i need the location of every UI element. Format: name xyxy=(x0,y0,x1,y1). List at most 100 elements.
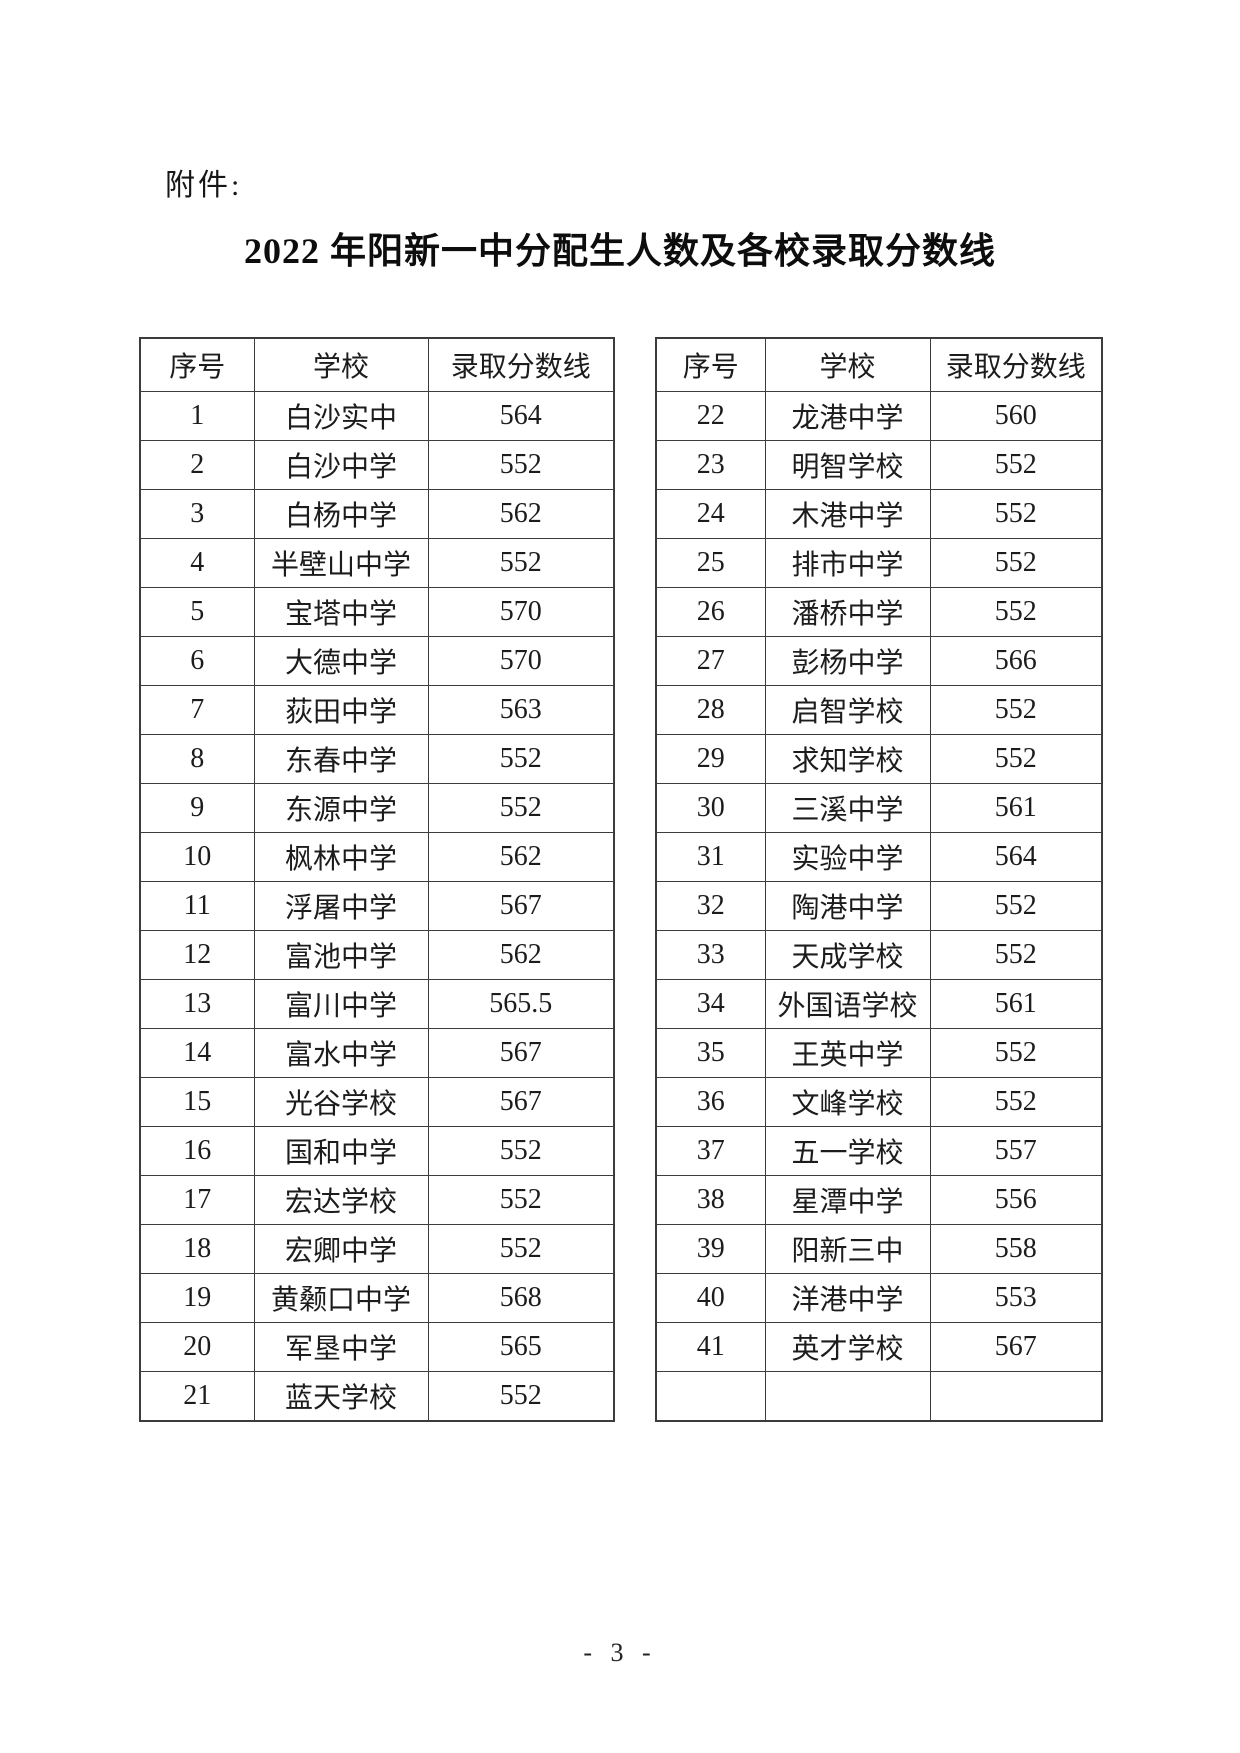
header-row: 序号 学校 录取分数线 xyxy=(139,337,615,392)
school-name-cell: 陶港中学 xyxy=(764,881,931,931)
table-row: 17 宏达学校 552 xyxy=(139,1175,615,1225)
table-row: 23 明智学校 552 xyxy=(655,440,1103,490)
row-index-cell: 28 xyxy=(655,685,766,735)
row-index-cell: 41 xyxy=(655,1322,766,1372)
row-index-cell: 1 xyxy=(139,391,255,441)
school-name-cell: 彭杨中学 xyxy=(764,636,931,686)
score-cell: 556 xyxy=(929,1175,1103,1225)
table-row: 24 木港中学 552 xyxy=(655,489,1103,539)
table-row: 20 军垦中学 565 xyxy=(139,1322,615,1372)
column-header: 学校 xyxy=(764,337,931,392)
school-name-cell: 富水中学 xyxy=(253,1028,429,1078)
row-index-cell: 11 xyxy=(139,881,255,931)
score-cell: 552 xyxy=(929,587,1103,637)
column-header: 学校 xyxy=(253,337,429,392)
school-name-cell: 文峰学校 xyxy=(764,1077,931,1127)
school-name-cell: 王英中学 xyxy=(764,1028,931,1078)
row-index-cell: 6 xyxy=(139,636,255,686)
table-row: 9 东源中学 552 xyxy=(139,783,615,833)
score-cell: 552 xyxy=(929,685,1103,735)
table-row: 39 阳新三中 558 xyxy=(655,1224,1103,1274)
school-name-cell: 白沙中学 xyxy=(253,440,429,490)
table-row: 33 天成学校 552 xyxy=(655,930,1103,980)
school-name-cell: 宝塔中学 xyxy=(253,587,429,637)
score-cell: 570 xyxy=(427,636,615,686)
score-cell: 562 xyxy=(427,832,615,882)
table-row: 18 宏卿中学 552 xyxy=(139,1224,615,1274)
school-name-cell: 启智学校 xyxy=(764,685,931,735)
row-index-cell: 18 xyxy=(139,1224,255,1274)
score-cell: 564 xyxy=(427,391,615,441)
table-row: 19 黄颡口中学 568 xyxy=(139,1273,615,1323)
table-row: 14 富水中学 567 xyxy=(139,1028,615,1078)
row-index-cell: 17 xyxy=(139,1175,255,1225)
row-index-cell: 39 xyxy=(655,1224,766,1274)
table-row: 38 星潭中学 556 xyxy=(655,1175,1103,1225)
score-cell: 552 xyxy=(427,1175,615,1225)
score-cell: 552 xyxy=(929,538,1103,588)
score-cell xyxy=(929,1371,1103,1422)
row-index-cell: 12 xyxy=(139,930,255,980)
row-index-cell: 37 xyxy=(655,1126,766,1176)
table-row: 25 排市中学 552 xyxy=(655,538,1103,588)
column-header: 录取分数线 xyxy=(929,337,1103,392)
score-cell: 552 xyxy=(929,440,1103,490)
column-header: 序号 xyxy=(655,337,766,392)
school-name-cell: 明智学校 xyxy=(764,440,931,490)
row-index-cell: 29 xyxy=(655,734,766,784)
row-index-cell: 31 xyxy=(655,832,766,882)
row-index-cell: 5 xyxy=(139,587,255,637)
score-cell: 568 xyxy=(427,1273,615,1323)
score-cell: 562 xyxy=(427,489,615,539)
school-name-cell: 大德中学 xyxy=(253,636,429,686)
row-index-cell: 8 xyxy=(139,734,255,784)
score-cell: 552 xyxy=(929,489,1103,539)
school-name-cell: 龙港中学 xyxy=(764,391,931,441)
school-name-cell: 阳新三中 xyxy=(764,1224,931,1274)
row-index-cell: 21 xyxy=(139,1371,255,1422)
scores-table-left: 序号 学校 录取分数线 1 白沙实中 564 2 白沙中学 552 3 白杨中学 562 4 半壁山中学… xyxy=(139,337,615,1422)
score-cell: 565 xyxy=(427,1322,615,1372)
row-index-cell: 33 xyxy=(655,930,766,980)
school-name-cell: 富池中学 xyxy=(253,930,429,980)
row-index-cell: 35 xyxy=(655,1028,766,1078)
row-index-cell: 7 xyxy=(139,685,255,735)
score-cell: 552 xyxy=(929,881,1103,931)
row-index-cell: 10 xyxy=(139,832,255,882)
table-row: 34 外国语学校 561 xyxy=(655,979,1103,1029)
table-row: 41 英才学校 567 xyxy=(655,1322,1103,1372)
row-index-cell: 38 xyxy=(655,1175,766,1225)
row-index-cell: 34 xyxy=(655,979,766,1029)
score-cell: 552 xyxy=(427,783,615,833)
row-index-cell: 27 xyxy=(655,636,766,686)
school-name-cell: 星潭中学 xyxy=(764,1175,931,1225)
school-name-cell: 天成学校 xyxy=(764,930,931,980)
table-row: 5 宝塔中学 570 xyxy=(139,587,615,637)
page-title: 2022 年阳新一中分配生人数及各校录取分数线 xyxy=(243,231,996,271)
table-row: 8 东春中学 552 xyxy=(139,734,615,784)
score-cell: 562 xyxy=(427,930,615,980)
row-index-cell: 25 xyxy=(655,538,766,588)
school-name-cell: 东春中学 xyxy=(253,734,429,784)
school-name-cell: 富川中学 xyxy=(253,979,429,1029)
header-row: 序号 学校 录取分数线 xyxy=(655,337,1103,392)
table-row: 32 陶港中学 552 xyxy=(655,881,1103,931)
row-index-cell: 30 xyxy=(655,783,766,833)
table-row: 35 王英中学 552 xyxy=(655,1028,1103,1078)
row-index-cell: 2 xyxy=(139,440,255,490)
school-name-cell: 洋港中学 xyxy=(764,1273,931,1323)
score-cell: 561 xyxy=(929,979,1103,1029)
table-row: 30 三溪中学 561 xyxy=(655,783,1103,833)
row-index-cell: 4 xyxy=(139,538,255,588)
row-index-cell: 36 xyxy=(655,1077,766,1127)
table-row: 12 富池中学 562 xyxy=(139,930,615,980)
score-cell: 561 xyxy=(929,783,1103,833)
row-index-cell: 24 xyxy=(655,489,766,539)
school-name-cell: 潘桥中学 xyxy=(764,587,931,637)
school-name-cell: 宏达学校 xyxy=(253,1175,429,1225)
score-cell: 567 xyxy=(427,1077,615,1127)
row-index-cell: 20 xyxy=(139,1322,255,1372)
row-index-cell: 32 xyxy=(655,881,766,931)
table-row: 6 大德中学 570 xyxy=(139,636,615,686)
score-cell: 566 xyxy=(929,636,1103,686)
